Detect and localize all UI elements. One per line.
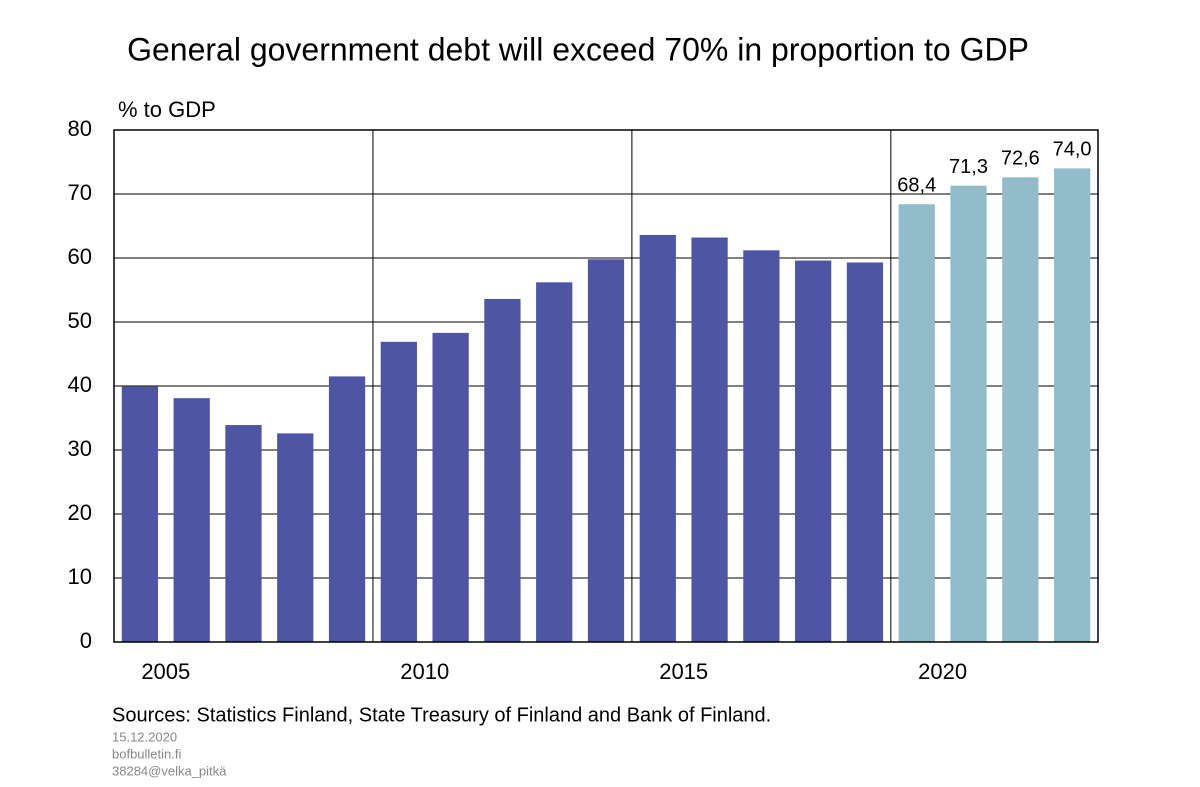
bar — [225, 425, 262, 642]
x-tick-label: 2020 — [918, 659, 967, 684]
value-label: 68,4 — [897, 175, 936, 197]
x-tick-label: 2010 — [400, 659, 449, 684]
y-tick-label: 30 — [68, 436, 92, 461]
bar — [743, 250, 780, 642]
y-tick-label: 40 — [68, 372, 92, 397]
chart-title: General government debt will exceed 70% … — [127, 31, 1029, 67]
value-label: 74,0 — [1053, 139, 1092, 161]
bar — [380, 341, 417, 642]
bar — [328, 376, 366, 642]
bar — [898, 204, 935, 643]
y-tick-label: 80 — [68, 116, 92, 141]
y-tick-label: 70 — [68, 180, 92, 205]
bar — [795, 260, 832, 642]
chart-id: 38284@velka_pitkä — [112, 763, 227, 778]
value-label: 71,3 — [949, 156, 988, 178]
x-tick-label: 2005 — [141, 659, 190, 684]
y-tick-label: 50 — [68, 308, 92, 333]
bar — [277, 433, 314, 642]
bar — [121, 386, 159, 642]
bar — [846, 262, 884, 642]
bar — [950, 185, 987, 642]
bar — [484, 298, 521, 642]
y-tick-label: 60 — [68, 244, 92, 269]
y-tick-label: 20 — [68, 500, 92, 525]
plot-frame — [113, 129, 1099, 643]
bar — [1053, 168, 1091, 642]
bar — [587, 259, 625, 642]
sources: Sources: Statistics Finland, State Treas… — [112, 704, 771, 726]
bar — [691, 237, 728, 642]
value-label: 72,6 — [1001, 148, 1040, 170]
bar — [173, 398, 210, 642]
bar — [536, 282, 573, 642]
x-tick-label: 2015 — [659, 659, 708, 684]
site: bofbulletin.fi — [112, 746, 181, 761]
y-tick-label: 10 — [68, 564, 92, 589]
y-tick-label: 0 — [80, 628, 92, 653]
bar — [1002, 177, 1039, 643]
y-axis-label: % to GDP — [118, 97, 216, 122]
bar — [432, 332, 469, 642]
bar — [639, 234, 676, 642]
date: 15.12.2020 — [112, 729, 177, 744]
